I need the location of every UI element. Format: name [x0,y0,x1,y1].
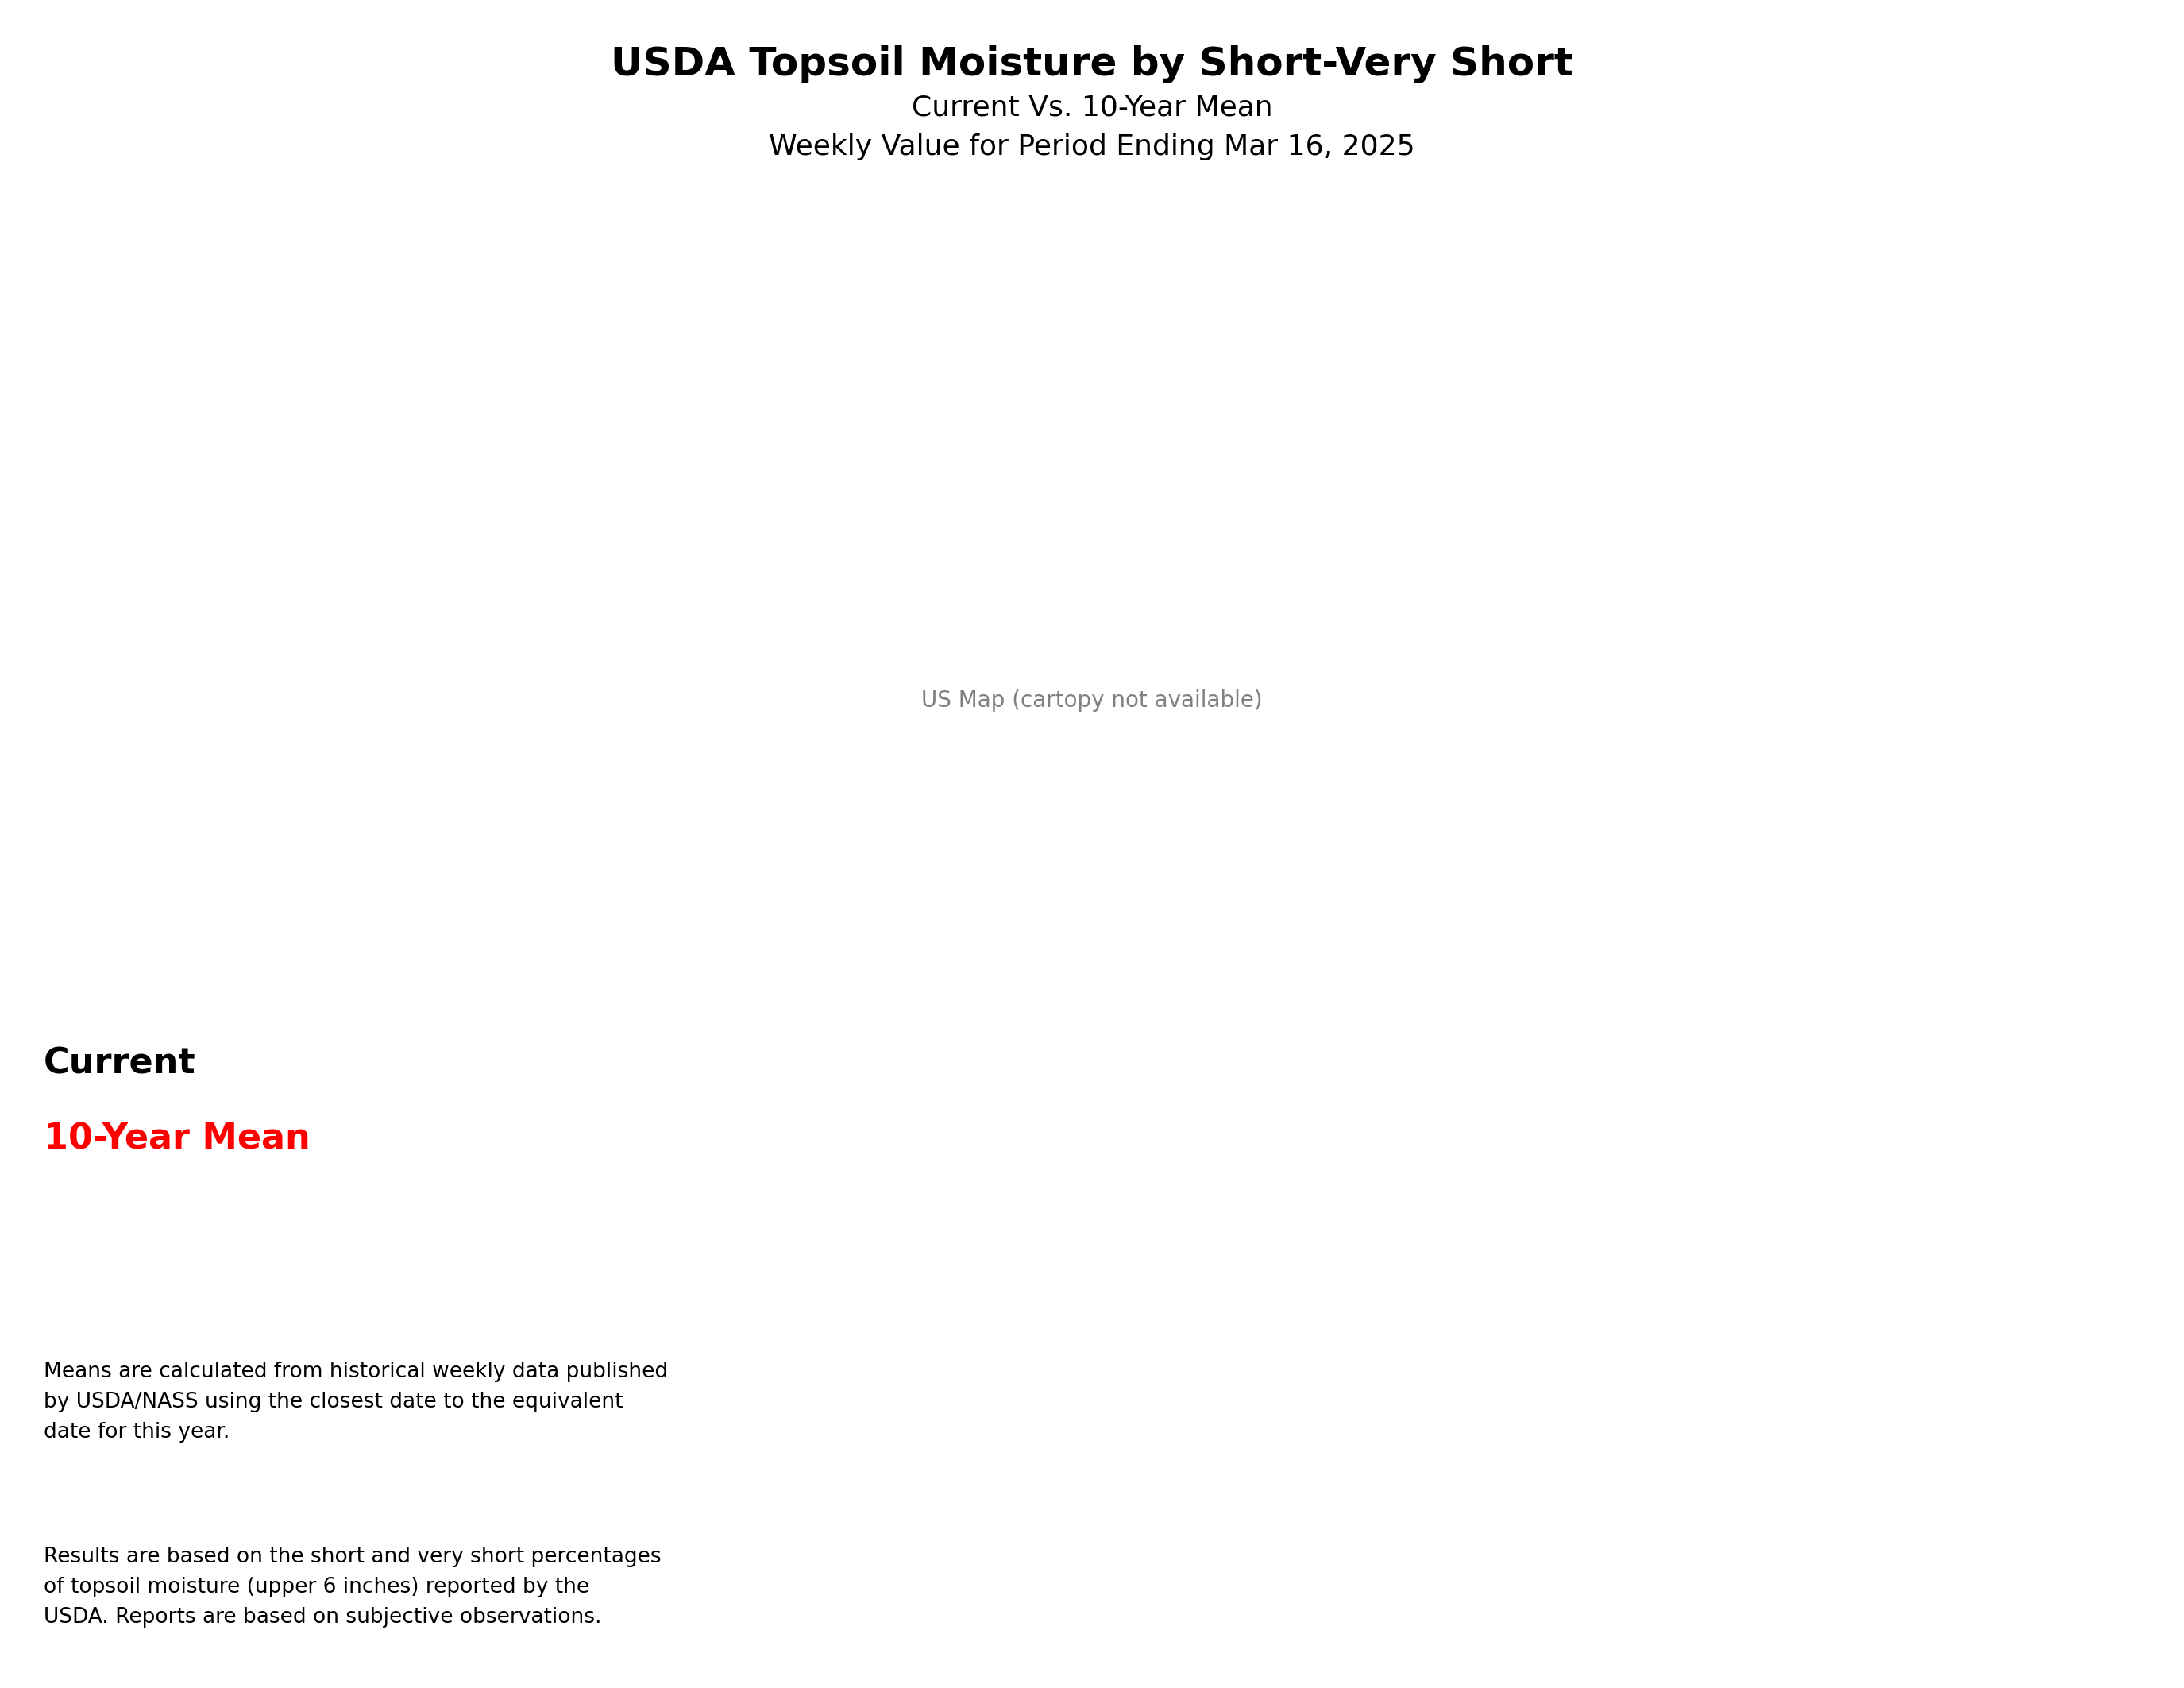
Text: 10-Year Mean: 10-Year Mean [44,1123,310,1156]
Text: Means are calculated from historical weekly data published
by USDA/NASS using th: Means are calculated from historical wee… [44,1361,668,1442]
Text: USDA Topsoil Moisture by Short-Very Short: USDA Topsoil Moisture by Short-Very Shor… [612,46,1572,84]
Text: Results are based on the short and very short percentages
of topsoil moisture (u: Results are based on the short and very … [44,1546,662,1627]
Text: US Map (cartopy not available): US Map (cartopy not available) [922,689,1262,712]
Text: Current: Current [44,1047,197,1080]
Text: Current Vs. 10-Year Mean: Current Vs. 10-Year Mean [911,95,1273,122]
Text: Weekly Value for Period Ending Mar 16, 2025: Weekly Value for Period Ending Mar 16, 2… [769,133,1415,160]
